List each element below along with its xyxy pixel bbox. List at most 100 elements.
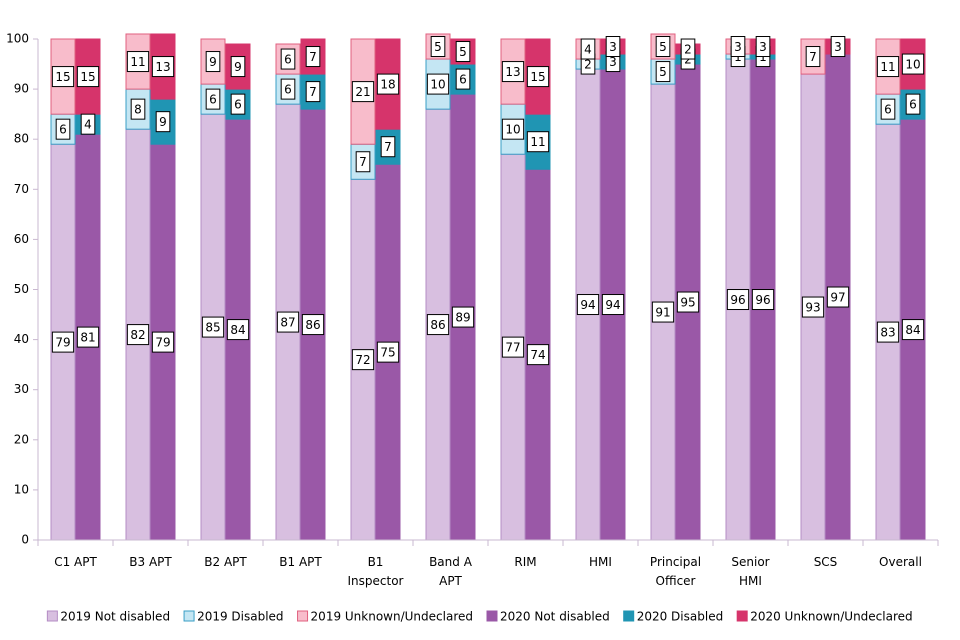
data-label-box xyxy=(76,326,100,348)
data-label-box xyxy=(876,56,900,78)
legend-item: 2020 Disabled xyxy=(623,610,723,624)
data-label-box xyxy=(280,48,296,70)
legend-item: 2020 Unknown/Undeclared xyxy=(736,610,913,624)
x-tick-label: HMI xyxy=(589,555,612,569)
data-label-box xyxy=(905,93,921,115)
data-label-box xyxy=(376,73,400,95)
y-tick-label: 40 xyxy=(14,332,29,346)
data-label: 75 xyxy=(380,346,395,360)
data-label-box xyxy=(755,36,771,58)
data-label: 94 xyxy=(605,298,620,312)
data-label: 15 xyxy=(530,70,545,84)
y-tick-label: 30 xyxy=(14,382,29,396)
x-tick-label: Senior HMI xyxy=(731,555,769,588)
legend-label: 2019 Unknown/Undeclared xyxy=(311,610,473,624)
x-tick-label: Principal Officer xyxy=(650,555,701,588)
data-label: 9 xyxy=(209,55,217,69)
data-label: 13 xyxy=(505,65,520,79)
x-tick-label: SCS xyxy=(814,555,838,569)
data-label-box xyxy=(451,306,475,328)
data-label: 74 xyxy=(530,348,545,362)
data-label-box xyxy=(426,73,450,95)
data-label-box xyxy=(151,331,175,353)
y-tick-label: 10 xyxy=(14,482,29,496)
data-label: 6 xyxy=(459,73,467,87)
x-tick-label: B3 APT xyxy=(129,555,172,569)
data-label: 3 xyxy=(609,40,617,54)
data-label: 77 xyxy=(505,341,520,355)
data-label-box xyxy=(655,36,671,58)
data-label: 95 xyxy=(680,296,695,310)
legend-label: 2020 Disabled xyxy=(637,610,723,624)
data-label: 7 xyxy=(309,85,317,99)
legend-item: 2019 Not disabled xyxy=(46,610,170,624)
data-label: 6 xyxy=(909,98,917,112)
data-label: 3 xyxy=(834,40,842,54)
x-tick-label: RIM xyxy=(514,555,536,569)
data-label: 3 xyxy=(759,40,767,54)
data-label-box xyxy=(276,311,300,333)
data-label-box xyxy=(580,38,596,60)
legend-marker xyxy=(46,610,58,622)
data-label: 4 xyxy=(84,118,92,132)
data-label: 93 xyxy=(805,301,820,315)
data-label-box xyxy=(51,66,75,88)
y-tick-label: 60 xyxy=(14,232,29,246)
data-label-box xyxy=(230,56,246,78)
x-tick-label: B1 Inspector xyxy=(348,555,404,588)
data-label-box xyxy=(55,118,71,140)
legend-marker xyxy=(486,610,498,622)
legend-marker xyxy=(183,610,195,622)
data-label-box xyxy=(605,36,621,58)
data-label-box xyxy=(226,319,250,341)
legend-item: 2019 Disabled xyxy=(183,610,284,624)
data-label-box xyxy=(230,93,246,115)
x-tick-label: Overall xyxy=(879,555,922,569)
data-label: 7 xyxy=(359,155,367,169)
data-label-box xyxy=(805,46,821,68)
data-label: 84 xyxy=(905,323,920,337)
data-label: 15 xyxy=(80,70,95,84)
data-label: 3 xyxy=(734,40,742,54)
legend-label: 2020 Unknown/Undeclared xyxy=(750,610,912,624)
data-label-box xyxy=(130,98,146,120)
x-tick-label: B2 APT xyxy=(204,555,247,569)
data-label-box xyxy=(901,53,925,75)
data-label: 11 xyxy=(130,55,145,69)
data-label-box xyxy=(801,296,825,318)
data-label: 79 xyxy=(155,336,170,350)
legend-label: 2019 Disabled xyxy=(197,610,283,624)
data-label-box xyxy=(301,314,325,336)
legend-item: 2019 Unknown/Undeclared xyxy=(297,610,473,624)
bar-segment xyxy=(350,143,376,180)
data-label-box xyxy=(205,51,221,73)
data-label: 7 xyxy=(309,50,317,64)
data-label: 10 xyxy=(905,58,920,72)
data-label: 6 xyxy=(209,93,217,107)
data-label: 91 xyxy=(655,306,670,320)
y-tick-label: 80 xyxy=(14,132,29,146)
legend-label: 2020 Not disabled xyxy=(500,610,610,624)
data-label: 81 xyxy=(80,331,95,345)
data-label-box xyxy=(651,301,675,323)
data-label-box xyxy=(880,98,896,120)
data-label: 6 xyxy=(284,53,292,67)
legend-label: 2019 Not disabled xyxy=(60,610,170,624)
data-label-box xyxy=(280,78,296,100)
data-label: 86 xyxy=(305,318,320,332)
data-label: 11 xyxy=(530,135,545,149)
data-label-box xyxy=(126,51,150,73)
data-label: 96 xyxy=(755,293,770,307)
data-label-box xyxy=(676,291,700,313)
data-label-box xyxy=(80,113,96,135)
data-label-box xyxy=(576,294,600,316)
data-label-box xyxy=(376,341,400,363)
legend-marker xyxy=(297,610,309,622)
data-label: 4 xyxy=(584,43,592,57)
data-label: 84 xyxy=(230,323,245,337)
data-label: 6 xyxy=(234,98,242,112)
x-tick-label: Band A APT xyxy=(429,555,473,588)
data-label: 7 xyxy=(809,50,817,64)
data-label: 15 xyxy=(55,70,70,84)
